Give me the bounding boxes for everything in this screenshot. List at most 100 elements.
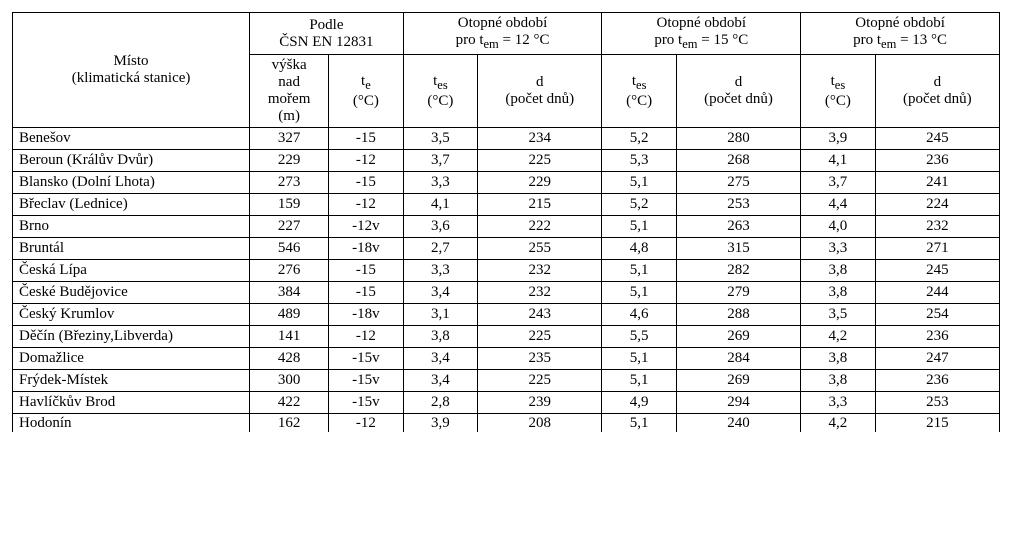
cell-tes12: 3,7: [403, 150, 478, 172]
header-vyska: výška nad mořem (m): [250, 55, 329, 128]
cell-tes15: 5,1: [602, 348, 677, 370]
cell-vyska: 276: [250, 260, 329, 282]
cell-d13: 245: [875, 260, 999, 282]
cell-tes15: 5,1: [602, 370, 677, 392]
header-d15: d (počet dnů): [676, 55, 800, 128]
cell-d15: 269: [676, 326, 800, 348]
cell-te: -12: [329, 150, 404, 172]
cell-d13: 244: [875, 282, 999, 304]
table-row: Břeclav (Lednice)159-124,12155,22534,422…: [13, 194, 1000, 216]
cell-tes15: 5,1: [602, 282, 677, 304]
cell-name: Blansko (Dolní Lhota): [13, 172, 250, 194]
cell-tes13: 3,9: [801, 128, 876, 150]
table-row: České Budějovice384-153,42325,12793,8244: [13, 282, 1000, 304]
cell-te: -18v: [329, 304, 404, 326]
cell-d13: 232: [875, 216, 999, 238]
cell-d15: 288: [676, 304, 800, 326]
cell-d15: 275: [676, 172, 800, 194]
cell-te: -15: [329, 172, 404, 194]
cell-vyska: 327: [250, 128, 329, 150]
header-te: te (°C): [329, 55, 404, 128]
cell-tes15: 4,9: [602, 392, 677, 414]
cell-te: -15: [329, 260, 404, 282]
table-row: Hodonín162-123,92085,12404,2215: [13, 414, 1000, 433]
cell-tes15: 5,1: [602, 260, 677, 282]
table-header: Místo (klimatická stanice) Podle ČSN EN …: [13, 13, 1000, 128]
cell-name: Hodonín: [13, 414, 250, 433]
cell-tes12: 3,6: [403, 216, 478, 238]
table-row: Bruntál546-18v2,72554,83153,3271: [13, 238, 1000, 260]
header-group-csn: Podle ČSN EN 12831: [250, 13, 404, 55]
cell-d13: 241: [875, 172, 999, 194]
cell-te: -15v: [329, 392, 404, 414]
cell-tes15: 5,1: [602, 414, 677, 433]
cell-vyska: 141: [250, 326, 329, 348]
cell-d15: 279: [676, 282, 800, 304]
cell-d13: 254: [875, 304, 999, 326]
cell-te: -18v: [329, 238, 404, 260]
cell-te: -15v: [329, 370, 404, 392]
cell-name: Benešov: [13, 128, 250, 150]
cell-tes13: 3,8: [801, 348, 876, 370]
cell-name: Havlíčkův Brod: [13, 392, 250, 414]
cell-d13: 215: [875, 414, 999, 433]
cell-d13: 271: [875, 238, 999, 260]
cell-vyska: 428: [250, 348, 329, 370]
cell-tes15: 5,2: [602, 194, 677, 216]
cell-tes15: 4,8: [602, 238, 677, 260]
cell-tes12: 3,4: [403, 282, 478, 304]
cell-d12: 243: [478, 304, 602, 326]
cell-te: -12v: [329, 216, 404, 238]
cell-name: Břeclav (Lednice): [13, 194, 250, 216]
table-row: Brno227-12v3,62225,12634,0232: [13, 216, 1000, 238]
cell-name: Frýdek-Místek: [13, 370, 250, 392]
header-misto-l1: Místo: [114, 53, 149, 69]
header-g3-l2: pro tem = 15 °C: [654, 32, 748, 48]
header-tes13: tes (°C): [801, 55, 876, 128]
header-g1-l1: Podle: [309, 17, 343, 33]
cell-vyska: 159: [250, 194, 329, 216]
cell-tes13: 4,2: [801, 326, 876, 348]
cell-name: Brno: [13, 216, 250, 238]
cell-name: Česká Lípa: [13, 260, 250, 282]
cell-d15: 284: [676, 348, 800, 370]
cell-d15: 294: [676, 392, 800, 414]
header-g1-l2: ČSN EN 12831: [279, 34, 373, 50]
cell-tes12: 3,4: [403, 370, 478, 392]
cell-d15: 315: [676, 238, 800, 260]
cell-d13: 236: [875, 326, 999, 348]
cell-d13: 236: [875, 370, 999, 392]
cell-vyska: 546: [250, 238, 329, 260]
cell-d13: 245: [875, 128, 999, 150]
climate-data-table: Místo (klimatická stanice) Podle ČSN EN …: [12, 12, 1000, 432]
header-group-tem13: Otopné období pro tem = 13 °C: [801, 13, 1000, 55]
cell-vyska: 273: [250, 172, 329, 194]
header-tes15: tes (°C): [602, 55, 677, 128]
cell-tes12: 4,1: [403, 194, 478, 216]
table-row: Frýdek-Místek300-15v3,42255,12693,8236: [13, 370, 1000, 392]
cell-tes12: 3,9: [403, 414, 478, 433]
cell-tes13: 3,8: [801, 260, 876, 282]
cell-d12: 225: [478, 150, 602, 172]
table-row: Benešov327-153,52345,22803,9245: [13, 128, 1000, 150]
cell-vyska: 384: [250, 282, 329, 304]
cell-tes13: 3,3: [801, 392, 876, 414]
table-row: Děčín (Březiny,Libverda)141-123,82255,52…: [13, 326, 1000, 348]
cell-d13: 253: [875, 392, 999, 414]
cell-tes12: 3,1: [403, 304, 478, 326]
cell-tes15: 5,2: [602, 128, 677, 150]
cell-te: -12: [329, 194, 404, 216]
cell-tes13: 4,1: [801, 150, 876, 172]
cell-d12: 232: [478, 282, 602, 304]
cell-vyska: 300: [250, 370, 329, 392]
cell-name: Český Krumlov: [13, 304, 250, 326]
header-g2-l2: pro tem = 12 °C: [456, 32, 550, 48]
cell-d13: 247: [875, 348, 999, 370]
header-g2-l1: Otopné období: [458, 15, 548, 31]
cell-d15: 263: [676, 216, 800, 238]
header-tes12: tes (°C): [403, 55, 478, 128]
table-row: Domažlice428-15v3,42355,12843,8247: [13, 348, 1000, 370]
header-group-tem12: Otopné období pro tem = 12 °C: [403, 13, 602, 55]
header-group-tem15: Otopné období pro tem = 15 °C: [602, 13, 801, 55]
cell-tes13: 3,5: [801, 304, 876, 326]
